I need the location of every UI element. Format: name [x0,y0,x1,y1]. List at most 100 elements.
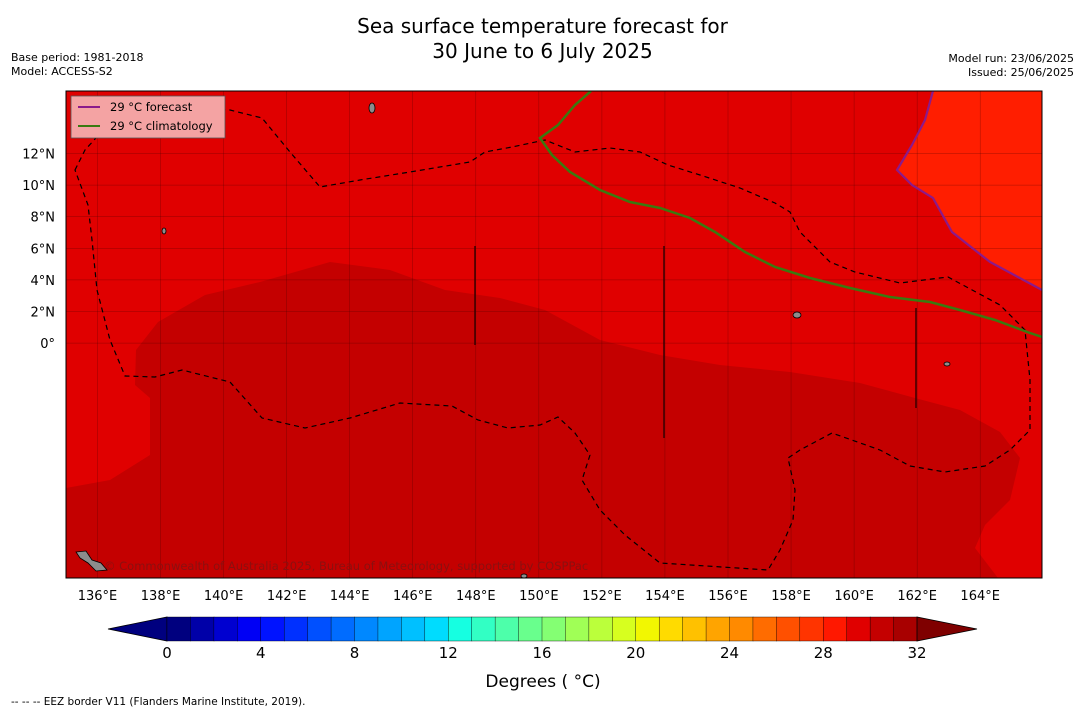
lat-label: 6°N [31,242,56,257]
colorbar-swatch [869,616,895,642]
colorbar-swatch [518,616,543,642]
colorbar-tick-label: 20 [626,644,645,662]
copyright-text: © Commonwealth of Australia 2025, Bureau… [104,559,588,573]
colorbar-swatch [424,616,449,642]
lat-label: 8°N [31,211,56,226]
map-plot-area: © Commonwealth of Australia 2025, Bureau… [66,91,1042,578]
lon-label: 136°E [78,589,118,604]
colorbar-swatch [893,616,918,642]
lon-label: 158°E [771,589,811,604]
colorbar-tick-label: 28 [814,644,833,662]
lon-label: 162°E [897,589,937,604]
graticule [66,91,1042,578]
island [943,361,951,367]
lat-label: 2°N [31,306,56,321]
colorbar-tick-labels: 0 4 8 12 16 20 24 28 32 [162,644,926,662]
title-line-2: 30 June to 6 July 2025 [432,39,653,63]
lon-label: 140°E [204,589,244,604]
meta-right: Model run: 23/06/2025 Issued: 25/06/2025 [948,52,1074,80]
map-frame [65,90,1043,579]
colorbar-swatch [307,616,332,642]
colorbar-tick-label: 16 [532,644,551,662]
issued-text: Issued: 25/06/2025 [967,66,1074,79]
lon-label: 164°E [960,589,1000,604]
colorbar-swatch [612,616,637,642]
legend-climatology-label: 29 °C climatology [110,119,213,133]
island [792,311,802,319]
colorbar-swatch [283,616,309,642]
colorbar-max-extension [916,616,978,642]
colorbar-swatch [565,616,590,642]
colorbar-swatch [729,616,754,642]
lon-label: 152°E [582,589,622,604]
colorbar-tick-label: 24 [720,644,739,662]
colorbar [107,616,978,642]
colorbar-tick-label: 32 [907,644,926,662]
lon-label: 160°E [834,589,874,604]
legend-box [70,95,226,139]
island [75,550,108,572]
map-legend: 29 °C forecast 29 °C climatology [70,95,226,139]
sst-field-30-31 [66,262,1020,578]
colorbar-swatch [166,616,191,642]
lat-label: 12°N [22,148,55,163]
model-run-text: Model run: 23/06/2025 [948,52,1074,65]
colorbar-swatch [588,616,613,642]
colorbar-title: Degrees ( °C) [485,672,600,692]
model-text: Model: ACCESS-S2 [11,65,113,78]
colorbar-swatch [823,616,848,642]
eez-footnote: -- -- -- EEZ border V11 (Flanders Marine… [11,696,306,708]
colorbar-swatch [213,616,238,642]
lon-label: 148°E [456,589,496,604]
colorbar-swatch [237,616,262,642]
base-period-text: Base period: 1981-2018 [11,51,144,64]
longitude-labels: 136°E 138°E 140°E 142°E 144°E 146°E 148°E 150°E… [78,589,1000,604]
colorbar-tick-label: 0 [162,644,172,662]
lon-label: 146°E [393,589,433,604]
lon-label: 142°E [267,589,307,604]
forecast-29c-contour [895,91,1042,291]
colorbar-swatch [846,616,871,642]
islands [75,102,951,578]
meta-left: Base period: 1981-2018 Model: ACCESS-S2 [11,51,143,79]
colorbar-tick-label: 12 [439,644,458,662]
latitude-labels: 12°N 10°N 8°N 6°N 4°N 2°N 0° [22,148,55,353]
colorbar-swatch [799,616,824,642]
map-title: Sea surface temperature forecast for 30 … [0,14,1085,64]
climatology-29c-contour [538,91,1042,339]
colorbar-swatch [330,616,355,642]
lat-label: 0° [40,337,55,352]
colorbar-swatch [190,616,215,642]
lon-label: 138°E [141,589,181,604]
colorbar-swatch [776,616,801,642]
island [520,573,528,578]
lon-label: 144°E [330,589,370,604]
colorbar-tick-label: 8 [350,644,360,662]
sst-field-29-30 [897,91,1042,290]
colorbar-swatch [494,616,520,642]
colorbar-min-extension [107,616,168,642]
eez-border [74,106,1031,571]
title-line-1: Sea surface temperature forecast for [357,14,728,38]
legend-forecast-label: 29 °C forecast [110,100,193,114]
colorbar-swatch [541,616,566,642]
island [368,102,376,114]
colorbar-swatch [448,616,473,642]
island [161,227,167,235]
colorbar-swatch [635,616,660,642]
lon-label: 154°E [645,589,685,604]
colorbar-swatch [401,616,426,642]
lon-label: 150°E [519,589,559,604]
lat-label: 10°N [22,179,55,194]
lon-label: 156°E [708,589,748,604]
colorbar-swatch [682,616,707,642]
colorbar-swatch [658,616,684,642]
depth-artefact-lines [474,246,917,438]
colorbar-tick-label: 4 [256,644,266,662]
lat-label: 4°N [31,274,56,289]
colorbar-swatch [354,616,379,642]
colorbar-swatch [260,616,285,642]
colorbar-swatch [752,616,777,642]
colorbar-swatch [471,616,496,642]
